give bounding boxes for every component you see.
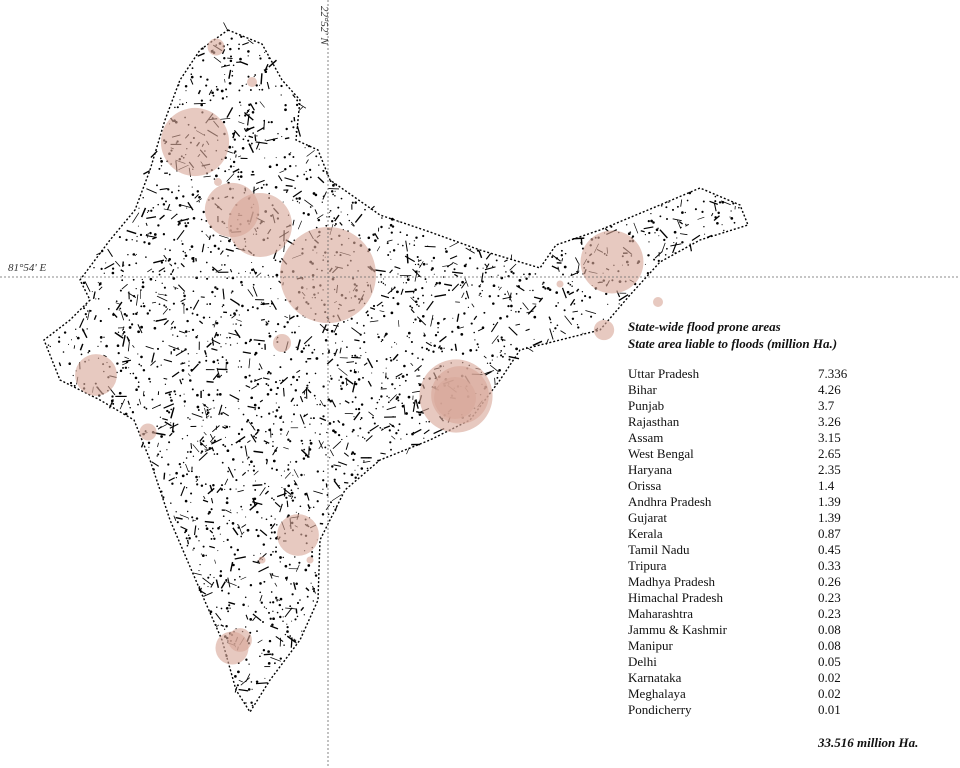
state-value: 0.02: [818, 670, 841, 685]
state-value: 3.15: [818, 430, 841, 445]
state-row: Himachal Pradesh 0.23: [628, 590, 868, 606]
state-name: Kerala: [628, 526, 663, 541]
latitude-label: 22°52' N: [318, 6, 330, 45]
state-row: Meghalaya 0.02: [628, 686, 868, 702]
flood-bubble: [306, 556, 314, 564]
state-value: 4.26: [818, 382, 841, 397]
flood-bubble: [272, 333, 292, 353]
state-row: Assam 3.15: [628, 430, 868, 446]
state-row: Maharashtra 0.23: [628, 606, 868, 622]
state-name: Manipur: [628, 638, 673, 653]
flood-bubble: [580, 230, 644, 294]
state-name: Assam: [628, 430, 664, 445]
state-value: 3.26: [818, 414, 841, 429]
state-value: 0.33: [818, 558, 841, 573]
state-name: West Bengal: [628, 446, 694, 461]
state-row: Jammu & Kashmir 0.08: [628, 622, 868, 638]
flood-bubble: [277, 514, 319, 556]
state-row: Orissa 1.4: [628, 478, 868, 494]
state-name: Punjab: [628, 398, 665, 413]
river-texture: [47, 22, 740, 707]
state-name: Meghalaya: [628, 686, 686, 701]
state-value: 1.4: [818, 478, 835, 493]
flood-bubble: [593, 319, 615, 341]
state-value: 0.02: [818, 686, 841, 701]
state-value: 1.39: [818, 494, 841, 509]
flood-bubbles: [75, 38, 664, 665]
total-area: 33.516 million Ha.: [818, 735, 919, 750]
state-name: Jammu & Kashmir: [628, 622, 727, 637]
state-value: 0.87: [818, 526, 841, 541]
state-name: Tripura: [628, 558, 667, 573]
state-value: 1.39: [818, 510, 841, 525]
longitude-label: 81°54' E: [8, 262, 47, 274]
flood-bubble: [228, 628, 252, 652]
state-row: Kerala 0.87: [628, 526, 868, 542]
state-name: Maharashtra: [628, 606, 693, 621]
state-row: Madhya Pradesh 0.26: [628, 574, 868, 590]
state-name: Tamil Nadu: [628, 542, 690, 557]
state-name: Himachal Pradesh: [628, 590, 723, 605]
state-name: Bihar: [628, 382, 657, 397]
state-name: Karnataka: [628, 670, 682, 685]
state-name: Uttar Pradesh: [628, 366, 700, 381]
state-name: Madhya Pradesh: [628, 574, 716, 589]
state-row: Andhra Pradesh 1.39: [628, 494, 868, 510]
state-value: 7.336: [818, 366, 848, 381]
state-name: Pondicherry: [628, 702, 692, 717]
state-flood-table: Uttar Pradesh 7.336 Bihar 4.26 Punjab 3.7 Raja…: [628, 366, 868, 718]
flood-bubble: [246, 76, 258, 88]
state-name: Delhi: [628, 654, 657, 669]
flood-bubble: [652, 296, 664, 308]
state-value: 3.7: [818, 398, 835, 413]
state-row: Manipur 0.08: [628, 638, 868, 654]
state-row: Pondicherry 0.01: [628, 702, 868, 718]
state-row: Uttar Pradesh 7.336: [628, 366, 868, 382]
state-row: Punjab 3.7: [628, 398, 868, 414]
state-row: Delhi 0.05: [628, 654, 868, 670]
state-row: Haryana 2.35: [628, 462, 868, 478]
state-name: Orissa: [628, 478, 662, 493]
flood-bubble: [434, 377, 476, 419]
state-value: 2.65: [818, 446, 841, 461]
state-row: Gujarat 1.39: [628, 510, 868, 526]
state-name: Andhra Pradesh: [628, 494, 712, 509]
flood-bubble: [75, 354, 117, 396]
state-value: 2.35: [818, 462, 841, 477]
state-row: Tamil Nadu 0.45: [628, 542, 868, 558]
legend-title-line1: State-wide flood prone areas: [628, 319, 781, 334]
flood-bubble: [556, 280, 564, 288]
flood-bubble: [214, 178, 222, 186]
flood-bubble: [139, 423, 157, 441]
legend-title-line2: State area liable to floods (million Ha.…: [628, 336, 838, 351]
state-value: 0.01: [818, 702, 841, 717]
flood-bubble: [280, 227, 376, 323]
state-value: 0.26: [818, 574, 841, 589]
flood-bubble: [207, 38, 225, 56]
state-value: 0.05: [818, 654, 841, 669]
state-name: Gujarat: [628, 510, 667, 525]
state-name: Haryana: [628, 462, 673, 477]
legend: State-wide flood prone areas State area …: [628, 318, 837, 352]
state-value: 0.08: [818, 622, 841, 637]
state-value: 0.08: [818, 638, 841, 653]
state-row: West Bengal 2.65: [628, 446, 868, 462]
state-row: Karnataka 0.02: [628, 670, 868, 686]
flood-bubble: [204, 182, 260, 238]
state-value: 0.45: [818, 542, 841, 557]
state-row: Rajasthan 3.26: [628, 414, 868, 430]
flood-bubble: [160, 107, 230, 177]
state-value: 0.23: [818, 606, 841, 621]
state-row: Tripura 0.33: [628, 558, 868, 574]
state-row: Bihar 4.26: [628, 382, 868, 398]
state-name: Rajasthan: [628, 414, 680, 429]
state-value: 0.23: [818, 590, 841, 605]
flood-bubble: [258, 556, 266, 564]
